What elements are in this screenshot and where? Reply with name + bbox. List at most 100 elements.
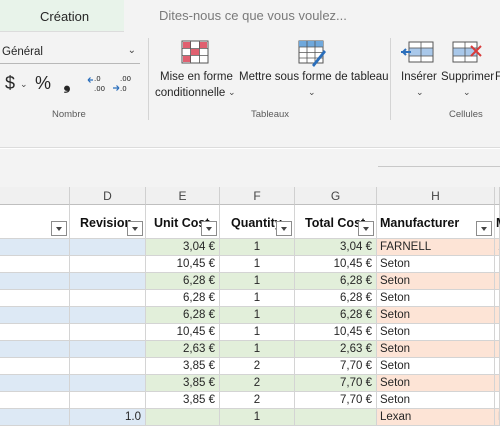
cell-revision[interactable]: [70, 307, 146, 324]
tab-creation[interactable]: Création: [0, 0, 124, 32]
cell-manufacturer[interactable]: Seton: [377, 358, 495, 375]
cell-quantity[interactable]: 1: [220, 409, 295, 426]
cell-unit-cost[interactable]: 3,85 €: [146, 358, 220, 375]
cell-total-cost[interactable]: 10,45 €: [295, 324, 377, 341]
filter-dropdown-icon[interactable]: [358, 221, 374, 236]
cell-manufacturer[interactable]: Seton: [377, 256, 495, 273]
cell-revision[interactable]: [70, 324, 146, 341]
cell-quantity[interactable]: 1: [220, 307, 295, 324]
cell-blank[interactable]: [0, 409, 70, 426]
format-label-partial[interactable]: F: [495, 71, 500, 83]
cell-quantity[interactable]: 2: [220, 392, 295, 409]
column-header-blank[interactable]: [0, 187, 70, 205]
cell-manufacturer[interactable]: FARNELL: [377, 239, 495, 256]
filter-dropdown-icon[interactable]: [201, 221, 217, 236]
chevron-down-icon[interactable]: ⌄: [308, 87, 316, 97]
tell-me-search[interactable]: Dites-nous ce que vous voulez...: [126, 0, 500, 32]
filter-dropdown-icon[interactable]: [127, 221, 143, 236]
percent-button[interactable]: %: [34, 73, 51, 93]
conditional-formatting-label-1[interactable]: Mise en forme: [160, 71, 233, 83]
delete-cells-icon[interactable]: [451, 40, 485, 66]
column-header-f[interactable]: F: [220, 187, 295, 205]
cell-manufacturer[interactable]: Seton: [377, 307, 495, 324]
cell-total-cost[interactable]: 6,28 €: [295, 290, 377, 307]
cell-next[interactable]: I: [495, 358, 500, 375]
column-header-h[interactable]: H: [377, 187, 495, 205]
cell-unit-cost[interactable]: 3,85 €: [146, 392, 220, 409]
cell-quantity[interactable]: 1: [220, 273, 295, 290]
cell-next[interactable]: I: [495, 290, 500, 307]
cell-unit-cost[interactable]: 6,28 €: [146, 307, 220, 324]
column-header-d[interactable]: D: [70, 187, 146, 205]
cell-manufacturer[interactable]: Seton: [377, 341, 495, 358]
cell-revision[interactable]: [70, 375, 146, 392]
cell-blank[interactable]: [0, 307, 70, 324]
cell-revision[interactable]: [70, 341, 146, 358]
cell-next[interactable]: I: [495, 375, 500, 392]
cell-unit-cost[interactable]: 6,28 €: [146, 273, 220, 290]
cell-next[interactable]: I: [495, 307, 500, 324]
table-header-next[interactable]: M: [495, 205, 500, 239]
cell-total-cost[interactable]: 10,45 €: [295, 256, 377, 273]
chevron-down-icon[interactable]: ⌄: [228, 87, 236, 97]
cell-quantity[interactable]: 1: [220, 239, 295, 256]
chevron-down-icon[interactable]: ⌄: [416, 87, 424, 97]
cell-total-cost[interactable]: 7,70 €: [295, 358, 377, 375]
conditional-formatting-label-2[interactable]: conditionnelle: [155, 87, 226, 99]
cell-manufacturer[interactable]: Seton: [377, 392, 495, 409]
cell-blank[interactable]: [0, 375, 70, 392]
cell-total-cost[interactable]: 7,70 €: [295, 375, 377, 392]
cell-blank[interactable]: [0, 290, 70, 307]
cell-quantity[interactable]: 1: [220, 256, 295, 273]
cell-next[interactable]: D: [495, 409, 500, 426]
cell-quantity[interactable]: 2: [220, 358, 295, 375]
table-header-cell[interactable]: [0, 205, 70, 239]
format-as-table-label[interactable]: Mettre sous forme de tableau: [239, 71, 389, 83]
cell-revision[interactable]: [70, 358, 146, 375]
cell-unit-cost[interactable]: 10,45 €: [146, 256, 220, 273]
filter-dropdown-icon[interactable]: [276, 221, 292, 236]
cell-next[interactable]: I: [495, 256, 500, 273]
cell-blank[interactable]: [0, 324, 70, 341]
table-header-quantity[interactable]: Quantity: [220, 205, 295, 239]
cell-blank[interactable]: [0, 341, 70, 358]
column-header-i[interactable]: [495, 187, 500, 205]
cell-manufacturer[interactable]: Seton: [377, 375, 495, 392]
format-as-table-icon[interactable]: [298, 40, 328, 68]
currency-button[interactable]: $: [4, 73, 15, 93]
cell-total-cost[interactable]: 2,63 €: [295, 341, 377, 358]
cell-blank[interactable]: [0, 256, 70, 273]
cell-quantity[interactable]: 2: [220, 375, 295, 392]
decrease-decimal-icon[interactable]: .00 .0: [112, 72, 134, 94]
cell-revision[interactable]: [70, 392, 146, 409]
cell-manufacturer[interactable]: Seton: [377, 324, 495, 341]
column-header-e[interactable]: E: [146, 187, 220, 205]
cell-total-cost[interactable]: 7,70 €: [295, 392, 377, 409]
cell-unit-cost[interactable]: 10,45 €: [146, 324, 220, 341]
column-header-g[interactable]: G: [295, 187, 377, 205]
cell-blank[interactable]: [0, 239, 70, 256]
cell-manufacturer[interactable]: Seton: [377, 290, 495, 307]
number-format-select[interactable]: Général ⌄: [0, 42, 140, 64]
cell-unit-cost[interactable]: 3,85 €: [146, 375, 220, 392]
cell-revision[interactable]: [70, 273, 146, 290]
cell-next[interactable]: I: [495, 324, 500, 341]
chevron-down-icon[interactable]: ⌄: [463, 87, 471, 97]
cell-manufacturer[interactable]: Seton: [377, 273, 495, 290]
cell-next[interactable]: I: [495, 273, 500, 290]
cell-manufacturer[interactable]: Lexan: [377, 409, 495, 426]
cell-blank[interactable]: [0, 392, 70, 409]
cell-blank[interactable]: [0, 273, 70, 290]
cell-next[interactable]: I: [495, 392, 500, 409]
filter-dropdown-icon[interactable]: [51, 221, 67, 236]
table-header-total-cost[interactable]: Total Cost: [295, 205, 377, 239]
delete-label[interactable]: Supprimer: [441, 71, 495, 83]
cell-unit-cost[interactable]: 2,63 €: [146, 341, 220, 358]
cell-unit-cost[interactable]: 3,04 €: [146, 239, 220, 256]
cell-unit-cost[interactable]: 6,28 €: [146, 290, 220, 307]
cell-revision[interactable]: [70, 256, 146, 273]
cell-revision[interactable]: [70, 239, 146, 256]
cell-total-cost[interactable]: 6,28 €: [295, 307, 377, 324]
cell-unit-cost[interactable]: [146, 409, 220, 426]
chevron-down-icon[interactable]: ⌄: [20, 79, 28, 89]
